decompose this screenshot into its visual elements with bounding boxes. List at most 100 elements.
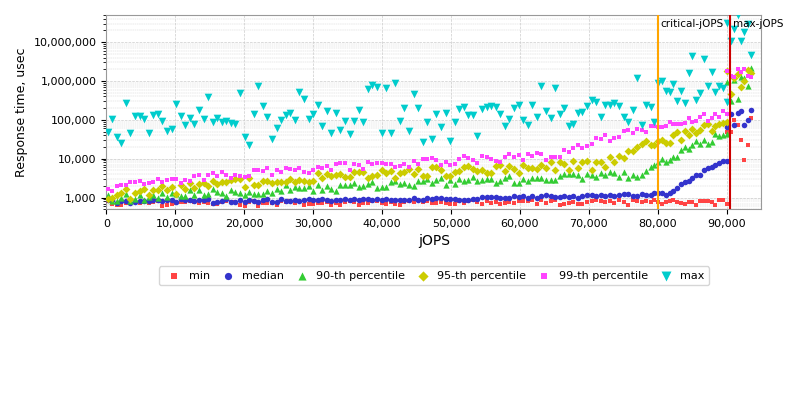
min	[151, 198, 164, 204]
min	[476, 201, 489, 207]
max	[165, 126, 178, 132]
max	[306, 111, 319, 118]
90-th percentile	[416, 178, 429, 184]
95-th percentile	[407, 170, 420, 177]
95-th percentile	[129, 190, 142, 196]
min	[426, 200, 438, 206]
90-th percentile	[576, 176, 589, 182]
median	[448, 196, 461, 202]
min	[539, 200, 552, 206]
min	[325, 202, 338, 208]
max	[466, 112, 479, 118]
max	[238, 134, 251, 140]
median	[517, 193, 530, 199]
Legend: min, median, 90-th percentile, 95-th percentile, 99-th percentile, max: min, median, 90-th percentile, 95-th per…	[158, 266, 709, 285]
median	[544, 192, 557, 199]
95-th percentile	[622, 148, 634, 154]
min	[270, 202, 283, 209]
max	[343, 131, 356, 138]
median	[416, 197, 429, 203]
99-th percentile	[366, 161, 379, 168]
median	[458, 197, 470, 203]
90-th percentile	[426, 180, 438, 186]
99-th percentile	[183, 178, 196, 184]
90-th percentile	[389, 178, 402, 184]
90-th percentile	[631, 174, 644, 181]
95-th percentile	[334, 171, 347, 178]
min	[471, 199, 484, 206]
90-th percentile	[659, 159, 672, 166]
90-th percentile	[165, 190, 178, 196]
median	[284, 198, 297, 204]
95-th percentile	[617, 155, 630, 162]
99-th percentile	[247, 167, 260, 173]
99-th percentile	[721, 68, 734, 74]
median	[426, 196, 438, 202]
max	[384, 130, 397, 136]
median	[430, 195, 442, 201]
max	[631, 75, 644, 81]
90-th percentile	[590, 174, 602, 180]
max	[671, 98, 684, 104]
min	[261, 200, 274, 206]
95-th percentile	[667, 132, 680, 138]
median	[311, 197, 324, 204]
min	[448, 201, 461, 207]
median	[302, 196, 315, 202]
Y-axis label: Response time, usec: Response time, usec	[15, 47, 28, 177]
max	[517, 117, 530, 123]
median	[613, 192, 626, 198]
median	[142, 197, 155, 204]
max	[279, 112, 292, 118]
95-th percentile	[590, 159, 602, 166]
min	[389, 201, 402, 208]
median	[667, 188, 680, 195]
min	[338, 198, 351, 205]
min	[535, 197, 548, 204]
max	[603, 102, 616, 108]
90-th percentile	[274, 188, 287, 194]
90-th percentile	[462, 177, 474, 183]
90-th percentile	[430, 177, 442, 184]
max	[225, 119, 238, 126]
min	[129, 198, 142, 204]
max	[188, 121, 201, 127]
median	[652, 190, 665, 196]
median	[728, 122, 741, 129]
median	[394, 197, 406, 203]
min	[289, 200, 302, 206]
min	[613, 197, 626, 204]
median	[635, 191, 648, 197]
99-th percentile	[394, 162, 406, 169]
95-th percentile	[330, 172, 342, 178]
95-th percentile	[671, 129, 684, 136]
99-th percentile	[494, 159, 506, 165]
median	[161, 197, 174, 203]
min	[206, 201, 219, 207]
99-th percentile	[384, 160, 397, 167]
median	[366, 196, 379, 203]
min	[257, 200, 270, 206]
max	[129, 112, 142, 119]
max	[731, 12, 744, 18]
90-th percentile	[635, 172, 648, 178]
min	[659, 198, 672, 205]
90-th percentile	[498, 175, 511, 182]
95-th percentile	[110, 192, 123, 198]
90-th percentile	[439, 182, 452, 188]
90-th percentile	[298, 185, 310, 192]
99-th percentile	[720, 110, 733, 117]
max	[526, 102, 538, 108]
max	[717, 85, 730, 92]
max	[289, 116, 302, 123]
min	[530, 201, 543, 208]
90-th percentile	[119, 190, 132, 197]
90-th percentile	[512, 180, 525, 186]
min	[362, 200, 374, 207]
99-th percentile	[110, 182, 123, 189]
95-th percentile	[298, 178, 310, 184]
99-th percentile	[334, 160, 347, 167]
95-th percentile	[289, 179, 302, 186]
median	[138, 198, 150, 204]
median	[252, 199, 265, 205]
